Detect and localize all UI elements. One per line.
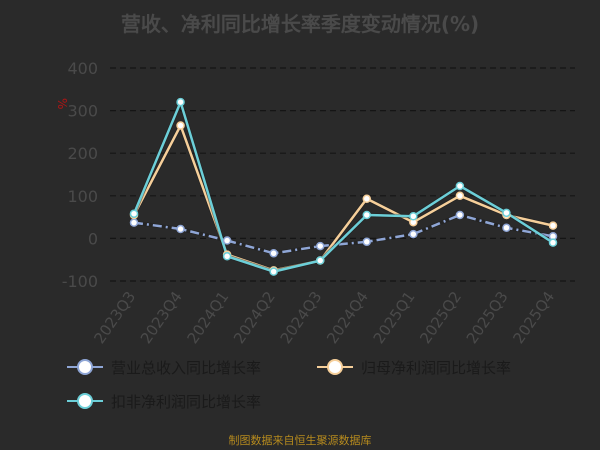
series-2-point — [176, 97, 185, 107]
x-tick-label: 2025Q3 — [463, 288, 512, 347]
legend-item-0[interactable]: 营业总收入同比增长率 — [65, 355, 261, 379]
series-layer — [129, 97, 558, 276]
y-tick-label: 0 — [88, 229, 98, 248]
legend-item-1[interactable]: 归母净利润同比增长率 — [315, 355, 511, 379]
y-tick-label: 200 — [67, 144, 98, 163]
series-0-point — [502, 223, 511, 232]
series-2-point — [315, 256, 325, 265]
series-2-point — [502, 208, 511, 218]
series-0-point — [362, 237, 372, 247]
series-2-point — [409, 211, 418, 221]
legend-label: 归母净利润同比增长率 — [361, 358, 512, 377]
series-line-shadow-1 — [132, 123, 554, 273]
series-0-point — [129, 218, 139, 227]
x-tick-label: 2023Q3 — [90, 288, 139, 347]
series-2-point — [455, 181, 465, 191]
series-line-1 — [132, 124, 554, 272]
series-2-point — [129, 209, 139, 218]
legend-label: 营业总收入同比增长率 — [111, 358, 262, 377]
series-0-point — [315, 241, 325, 251]
series-0-point — [222, 236, 232, 245]
legend-swatch — [315, 357, 355, 377]
legend-swatch — [65, 357, 105, 377]
series-1-point — [362, 194, 372, 204]
x-tick-label: 2024Q3 — [277, 288, 326, 347]
series-2-point — [222, 252, 232, 261]
y-tick-label: 100 — [67, 187, 98, 206]
series-0-point — [409, 229, 418, 239]
y-unit-label: % — [55, 98, 69, 109]
series-line-shadow-2 — [132, 100, 555, 274]
legend-swatch — [65, 391, 105, 411]
series-0-point — [269, 249, 278, 258]
x-tick-label: 2025Q2 — [416, 288, 465, 347]
x-tick-label: 2024Q1 — [183, 288, 232, 347]
series-line-2 — [132, 100, 554, 273]
series-1-point — [548, 221, 558, 230]
series-2-point — [548, 238, 558, 247]
series-2-point — [362, 210, 372, 220]
source-note: 制图数据来自恒生聚源数据库 — [228, 434, 372, 447]
series-1-point — [176, 121, 185, 130]
x-tick-label: 2023Q4 — [137, 288, 186, 347]
y-tick-label: -100 — [62, 272, 98, 291]
chart-title: 营收、净利同比增长率季度变动情况(%) — [120, 12, 480, 36]
x-tick-label: 2025Q4 — [509, 288, 558, 347]
series-0-point — [176, 224, 185, 234]
y-tick-label: 300 — [67, 102, 98, 121]
series-2-point — [269, 267, 278, 276]
legend-label: 扣非净利润同比增长率 — [111, 392, 262, 411]
y-tick-label: 400 — [67, 59, 98, 78]
axis-layer: -1000100200300400%2023Q32023Q42024Q12024… — [55, 59, 558, 347]
series-0-point — [455, 210, 465, 220]
x-tick-label: 2024Q4 — [323, 288, 372, 347]
x-tick-label: 2025Q1 — [370, 288, 419, 347]
series-line-0 — [133, 213, 554, 255]
x-tick-label: 2024Q2 — [230, 288, 279, 347]
series-1-point — [455, 191, 465, 201]
legend-item-2[interactable]: 扣非净利润同比增长率 — [65, 389, 261, 413]
